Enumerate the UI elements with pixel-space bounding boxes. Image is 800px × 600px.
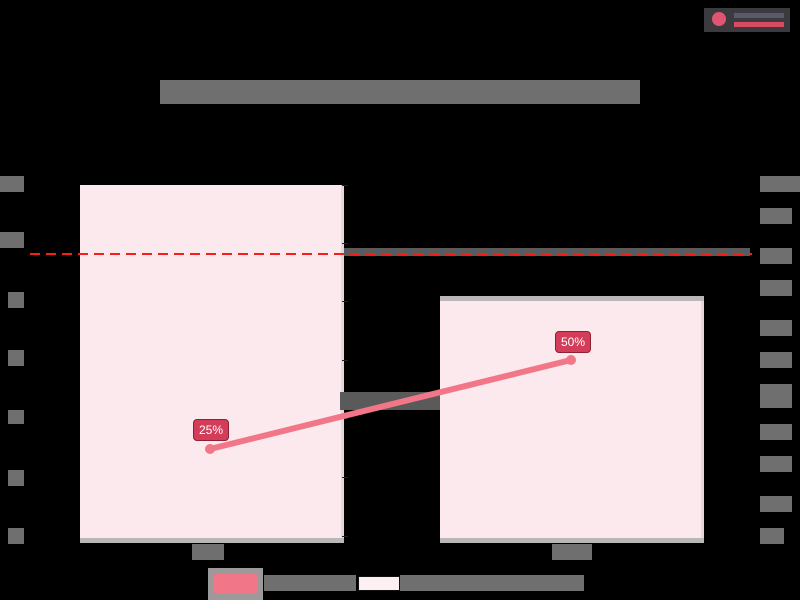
x-axis-label-1 [192, 544, 224, 560]
legend-swatch-line[interactable] [208, 568, 263, 600]
left-axis-label [0, 232, 24, 248]
left-axis-label [0, 176, 24, 192]
right-axis-label [760, 352, 792, 368]
axis-tick [342, 536, 348, 537]
logo-text-bottom [734, 22, 784, 27]
left-axis-label [8, 528, 24, 544]
bar-base-2 [440, 538, 704, 543]
legend-label-bar [400, 575, 584, 591]
logo-text-top [734, 13, 784, 18]
right-axis-label [760, 528, 784, 544]
axis-tick [342, 185, 348, 186]
right-axis-label [760, 208, 792, 224]
right-axis-label [760, 384, 792, 408]
reference-line-label [344, 248, 750, 256]
axis-tick [342, 477, 348, 478]
line-point-2 [566, 355, 576, 365]
bar-category-1[interactable] [80, 185, 344, 543]
data-label-point-2: 50% [555, 331, 592, 353]
legend-swatch-bar[interactable] [358, 576, 400, 591]
right-axis-label [760, 424, 792, 440]
line-point-1 [205, 444, 215, 454]
chart-title [160, 80, 640, 104]
logo-mark-icon [712, 12, 726, 26]
left-axis-label [8, 410, 24, 424]
right-axis-label [760, 280, 792, 296]
x-axis-label-2 [552, 544, 592, 560]
legend-label-line [264, 575, 356, 591]
data-label-point-1: 25% [193, 419, 230, 441]
right-axis-label [760, 248, 792, 264]
axis-tick [342, 301, 348, 302]
right-axis-label [760, 496, 792, 512]
left-axis-label [8, 470, 24, 486]
axis-tick [342, 360, 348, 361]
right-axis-label [760, 456, 792, 472]
line-series [207, 357, 574, 452]
bar-top-2 [440, 296, 704, 301]
axis-tick [342, 243, 348, 244]
right-axis-label [760, 320, 792, 336]
brand-logo [704, 8, 790, 32]
left-axis-label [8, 292, 24, 308]
right-axis-label [760, 176, 800, 192]
bar-base-1 [80, 538, 344, 543]
left-axis-label [8, 350, 24, 366]
